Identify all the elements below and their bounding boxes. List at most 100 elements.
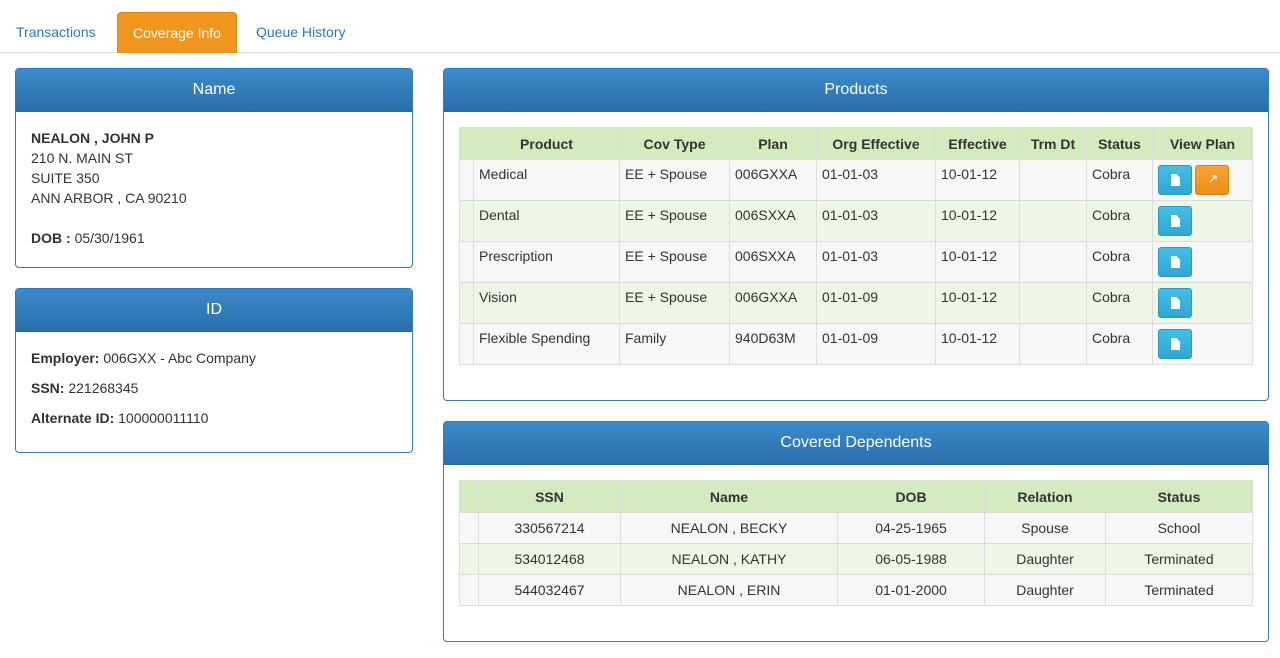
product-cell: Flexible Spending: [473, 323, 620, 365]
employer-value: 006GXX - Abc Company: [103, 350, 256, 366]
header-relation: Relation: [984, 480, 1106, 513]
dependent-row: 544032467 NEALON , ERIN 01-01-2000 Daughter…: [459, 574, 1253, 606]
cov-type-cell: EE + Spouse: [619, 159, 730, 201]
product-row: Dental EE + Spouse 006SXXA 01-01-03 10-01-12…: [459, 200, 1253, 242]
plan-cell: 006GXXA: [729, 282, 817, 324]
dependent-relation-cell: Spouse: [984, 512, 1106, 544]
dependent-relation-cell: Daughter: [984, 574, 1106, 606]
dependent-status-cell: Terminated: [1105, 543, 1253, 575]
product-row: Vision EE + Spouse 006GXXA 01-01-09 10-01-12…: [459, 282, 1253, 324]
dependent-name-cell: NEALON , BECKY: [620, 512, 838, 544]
dependent-ssn-cell: 544032467: [478, 574, 621, 606]
view-plan-button[interactable]: [1158, 206, 1192, 236]
tab-coverage-info[interactable]: Coverage Info: [117, 12, 237, 53]
product-cell: Prescription: [473, 241, 620, 283]
dependent-dob-cell: 01-01-2000: [837, 574, 985, 606]
row-gutter: [459, 323, 474, 365]
address-line1: 210 N. MAIN ST: [31, 150, 133, 166]
dependent-name-cell: NEALON , ERIN: [620, 574, 838, 606]
trm-dt-cell: [1019, 241, 1087, 283]
pin-button[interactable]: ↗: [1195, 165, 1229, 195]
cov-type-cell: EE + Spouse: [619, 241, 730, 283]
effective-cell: 10-01-12: [935, 159, 1020, 201]
org-effective-cell: 01-01-09: [816, 282, 936, 324]
address-city-state-zip: ANN ARBOR , CA 90210: [31, 190, 187, 206]
plan-cell: 006GXXA: [729, 159, 817, 201]
dependent-dob-cell: 06-05-1988: [837, 543, 985, 575]
header-ssn: SSN: [478, 480, 621, 513]
row-gutter: [459, 512, 479, 544]
view-plan-cell: [1152, 282, 1253, 324]
cov-type-cell: EE + Spouse: [619, 282, 730, 324]
org-effective-cell: 01-01-03: [816, 200, 936, 242]
view-plan-cell: ↗: [1152, 159, 1253, 201]
products-table: Product Cov Type Plan Org Effective Effe…: [459, 127, 1253, 365]
plan-cell: 006SXXA: [729, 241, 817, 283]
dependent-relation-cell: Daughter: [984, 543, 1106, 575]
status-cell: Cobra: [1086, 282, 1153, 324]
document-icon: [1171, 297, 1180, 309]
header-gutter: [459, 127, 474, 160]
row-gutter: [459, 159, 474, 201]
org-effective-cell: 01-01-09: [816, 323, 936, 365]
row-gutter: [459, 200, 474, 242]
member-name: NEALON , JOHN P: [31, 130, 154, 146]
id-panel: ID Employer: 006GXX - Abc Company SSN: 2…: [15, 288, 413, 453]
effective-cell: 10-01-12: [935, 323, 1020, 365]
header-cov-type: Cov Type: [619, 127, 730, 160]
header-status: Status: [1105, 480, 1253, 513]
view-plan-cell: [1152, 200, 1253, 242]
header-org-effective: Org Effective: [816, 127, 936, 160]
view-plan-button[interactable]: [1158, 288, 1192, 318]
header-status: Status: [1086, 127, 1153, 160]
status-cell: Cobra: [1086, 241, 1153, 283]
header-trm-dt: Trm Dt: [1019, 127, 1087, 160]
tab-transactions[interactable]: Transactions: [16, 24, 96, 40]
status-cell: Cobra: [1086, 200, 1153, 242]
products-header-row: Product Cov Type Plan Org Effective Effe…: [459, 127, 1253, 160]
tab-bar: Transactions Coverage Info Queue History: [0, 0, 1280, 53]
ssn-value: 221268345: [68, 380, 139, 396]
document-icon: [1171, 256, 1180, 268]
row-gutter: [459, 543, 479, 575]
header-plan: Plan: [729, 127, 817, 160]
effective-cell: 10-01-12: [935, 200, 1020, 242]
row-gutter: [459, 282, 474, 324]
dependents-table: SSN Name DOB Relation Status 330567214 NE…: [459, 480, 1253, 606]
org-effective-cell: 01-01-03: [816, 241, 936, 283]
dob-value: 05/30/1961: [74, 230, 145, 246]
ssn-label: SSN:: [31, 380, 65, 396]
dependent-name-cell: NEALON , KATHY: [620, 543, 838, 575]
alternate-id-value: 100000011110: [118, 410, 209, 426]
products-panel: Products Product Cov Type Plan Org Effec…: [443, 68, 1269, 401]
dependent-row: 330567214 NEALON , BECKY 04-25-1965 Spouse S…: [459, 512, 1253, 544]
dob-row: DOB : 05/30/1961: [31, 228, 397, 248]
dependents-panel-title: Covered Dependents: [444, 422, 1268, 465]
dependent-dob-cell: 04-25-1965: [837, 512, 985, 544]
trm-dt-cell: [1019, 200, 1087, 242]
name-panel: Name NEALON , JOHN P 210 N. MAIN ST SUIT…: [15, 68, 413, 268]
cov-type-cell: Family: [619, 323, 730, 365]
trm-dt-cell: [1019, 159, 1087, 201]
document-icon: [1171, 215, 1180, 227]
view-plan-button[interactable]: [1158, 247, 1192, 277]
view-plan-button[interactable]: [1158, 165, 1192, 195]
products-panel-title: Products: [444, 69, 1268, 112]
status-cell: Cobra: [1086, 323, 1153, 365]
header-dob: DOB: [837, 480, 985, 513]
product-row: Medical EE + Spouse 006GXXA 01-01-03 10-01-1…: [459, 159, 1253, 201]
dependent-ssn-cell: 534012468: [478, 543, 621, 575]
tab-queue-history[interactable]: Queue History: [256, 24, 346, 40]
plan-cell: 006SXXA: [729, 200, 817, 242]
ssn-row: SSN: 221268345: [31, 378, 397, 398]
plan-cell: 940D63M: [729, 323, 817, 365]
dependents-header-row: SSN Name DOB Relation Status: [459, 480, 1253, 513]
dependent-ssn-cell: 330567214: [478, 512, 621, 544]
document-icon: [1171, 174, 1180, 186]
document-icon: [1171, 338, 1180, 350]
dob-label: DOB :: [31, 230, 71, 246]
dependents-panel: Covered Dependents SSN Name DOB Relation…: [443, 421, 1269, 642]
employer-row: Employer: 006GXX - Abc Company: [31, 348, 397, 368]
product-cell: Medical: [473, 159, 620, 201]
view-plan-button[interactable]: [1158, 329, 1192, 359]
